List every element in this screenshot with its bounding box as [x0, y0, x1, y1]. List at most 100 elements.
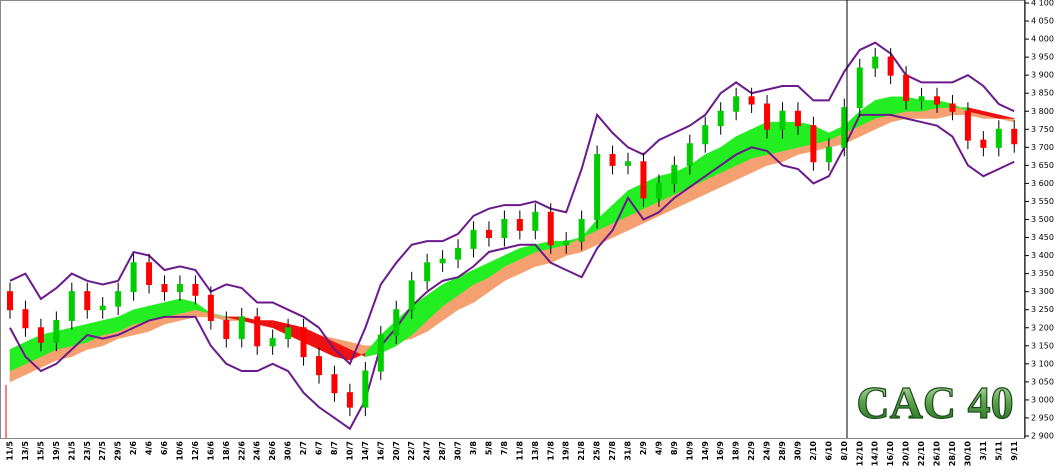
candle-body	[455, 247, 462, 260]
x-tick-label: 7/8	[500, 441, 509, 455]
x-tick-label: 6/6	[160, 441, 169, 455]
axes-layer: 2 900 2 950 3 000 3 050 3 100 3 150 3 200 3 250…	[6, 0, 1054, 466]
trend-band	[998, 114, 1015, 119]
candles-layer	[7, 48, 1018, 417]
x-tick-label: 17/8	[546, 441, 555, 461]
x-tick-label: 22/6	[237, 441, 246, 461]
watermark-title: CAC 40	[856, 377, 1013, 428]
x-tick-label: 8/10	[840, 441, 849, 461]
candle-body	[825, 146, 832, 163]
candle-body	[377, 334, 384, 372]
candle-body	[964, 110, 971, 141]
x-tick-label: 26/6	[268, 441, 277, 461]
y-tick-label: 3 000	[1031, 395, 1054, 404]
candle-body	[393, 309, 400, 336]
candle-body	[532, 211, 539, 231]
candle-body	[872, 56, 879, 69]
candle-body	[254, 316, 261, 347]
x-tick-label: 3/8	[469, 441, 478, 455]
y-tick-label: 3 800	[1031, 107, 1054, 116]
candle-body	[794, 110, 801, 127]
y-tick-label: 3 600	[1031, 179, 1054, 188]
candle-body	[995, 128, 1002, 148]
y-tick-label: 3 650	[1031, 161, 1054, 170]
x-tick-label: 18/6	[222, 441, 231, 461]
x-tick-label: 29/5	[114, 441, 123, 461]
x-tick-label: 28/10	[948, 441, 957, 467]
x-tick-label: 8/7	[330, 441, 339, 455]
y-tick-label: 3 550	[1031, 197, 1054, 206]
candle-body	[470, 229, 477, 249]
candle-body	[346, 392, 353, 408]
candle-body	[655, 182, 662, 199]
y-tick-label: 3 100	[1031, 359, 1054, 368]
candle-body	[671, 164, 678, 184]
x-tick-label: 8/9	[670, 441, 679, 455]
base-band	[905, 111, 922, 119]
candle-body	[856, 67, 863, 109]
x-tick-label: 30/10	[963, 441, 972, 467]
candle-body	[640, 161, 647, 199]
x-tick-label: 18/9	[732, 441, 741, 461]
y-tick-label: 3 400	[1031, 251, 1054, 260]
candle-body	[424, 262, 431, 282]
x-tick-label: 21/5	[67, 441, 76, 461]
candle-body	[810, 125, 817, 163]
y-tick-label: 3 850	[1031, 89, 1054, 98]
candle-body	[764, 103, 771, 130]
y-tick-label: 3 250	[1031, 305, 1054, 314]
candle-body	[717, 110, 724, 127]
y-tick-label: 3 050	[1031, 377, 1054, 386]
y-tick-label: 4 000	[1031, 35, 1054, 44]
x-tick-label: 14/7	[361, 441, 370, 461]
candle-body	[702, 125, 709, 145]
candle-body	[1011, 128, 1018, 145]
y-tick-label: 3 150	[1031, 341, 1054, 350]
x-tick-label: 16/7	[376, 441, 385, 461]
x-tick-label: 22/9	[747, 441, 756, 461]
y-tick-label: 2 900	[1031, 432, 1054, 441]
x-tick-label: 20/10	[902, 441, 911, 467]
candle-body	[84, 291, 91, 311]
candle-body	[68, 291, 75, 322]
y-tick-label: 2 950	[1031, 413, 1054, 422]
y-tick-label: 4 100	[1031, 0, 1054, 8]
x-tick-label: 13/5	[21, 441, 30, 461]
x-tick-label: 22/10	[917, 441, 926, 467]
y-tick-label: 3 350	[1031, 269, 1054, 278]
candle-body	[686, 143, 693, 166]
y-tick-label: 3 900	[1031, 71, 1054, 80]
x-tick-label: 11/8	[515, 441, 524, 461]
x-tick-label: 27/8	[608, 441, 617, 461]
candle-body	[903, 74, 910, 101]
x-tick-label: 24/7	[423, 441, 432, 461]
x-tick-label: 31/8	[624, 441, 633, 461]
candle-body	[733, 96, 740, 112]
x-tick-label: 24/6	[253, 441, 262, 461]
candle-body	[99, 305, 106, 311]
candle-body	[516, 219, 523, 231]
candle-body	[609, 154, 616, 166]
candle-body	[485, 229, 492, 239]
x-tick-label: 10/7	[345, 441, 354, 461]
ribbon-layer	[9, 96, 1015, 383]
candle-body	[300, 327, 307, 358]
candle-body	[53, 320, 60, 343]
candle-body	[115, 291, 122, 307]
candle-body	[779, 110, 786, 130]
x-tick-label: 12/10	[855, 441, 864, 467]
x-tick-label: 30/7	[454, 441, 463, 461]
x-tick-label: 6/10	[824, 441, 833, 461]
x-tick-label: 2/7	[299, 441, 308, 455]
x-tick-label: 6/7	[315, 441, 324, 455]
x-tick-label: 2/10	[809, 441, 818, 461]
candle-body	[130, 262, 137, 293]
candle-body	[22, 309, 29, 329]
candle-body	[285, 327, 292, 340]
x-tick-label: 21/8	[577, 441, 586, 461]
x-tick-label: 28/7	[438, 441, 447, 461]
candle-body	[578, 219, 585, 242]
x-tick-label: 5/11	[994, 441, 1003, 461]
candle-body	[223, 320, 230, 340]
